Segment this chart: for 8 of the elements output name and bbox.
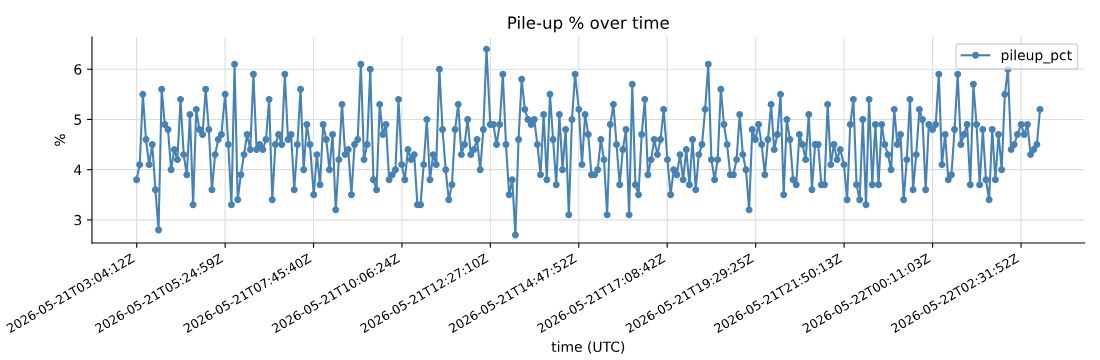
x-axis-title: time (UTC) bbox=[551, 341, 625, 354]
y-tick-label: 5 bbox=[74, 114, 82, 125]
y-axis-title: % bbox=[54, 134, 66, 146]
y-tick-label: 3 bbox=[74, 214, 82, 226]
y-tick-label: 6 bbox=[74, 64, 82, 75]
y-tick-label: 4 bbox=[74, 164, 82, 175]
chart-title: Pile-up % over time bbox=[508, 16, 669, 33]
legend-label: pileup_pct bbox=[1001, 49, 1072, 64]
